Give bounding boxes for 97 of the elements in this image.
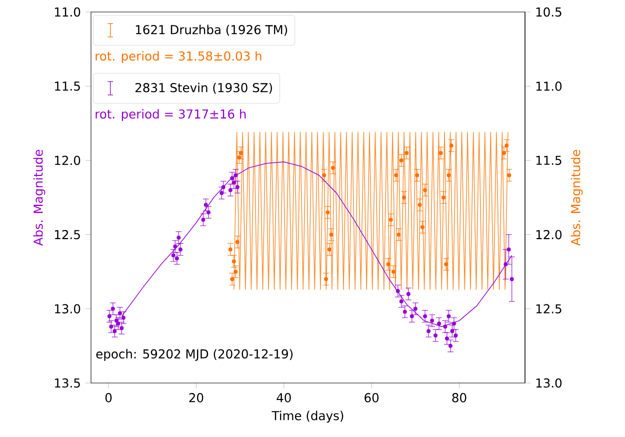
point bbox=[404, 150, 409, 155]
point bbox=[176, 236, 181, 240]
point bbox=[232, 180, 236, 185]
point bbox=[173, 244, 178, 248]
y-tick-label: 13.5 bbox=[54, 378, 80, 388]
point bbox=[324, 277, 328, 282]
point bbox=[237, 155, 242, 160]
point bbox=[502, 150, 506, 155]
point bbox=[438, 150, 443, 155]
point bbox=[391, 270, 396, 274]
point bbox=[444, 262, 448, 266]
point bbox=[232, 259, 236, 264]
point bbox=[396, 232, 401, 237]
point bbox=[402, 310, 407, 314]
point bbox=[426, 329, 431, 334]
point bbox=[444, 336, 449, 340]
point bbox=[330, 166, 335, 170]
point bbox=[230, 277, 234, 282]
legend-label: 1621 Druzhba (1926 TM) bbox=[136, 24, 288, 36]
point bbox=[235, 185, 240, 190]
point bbox=[434, 334, 438, 338]
annotation: epoch: 59202 MJD (2020-12-19) bbox=[96, 349, 293, 361]
point bbox=[322, 173, 326, 178]
legend-label: 2831 Stevin (1930 SZ) bbox=[136, 82, 272, 94]
point bbox=[118, 311, 122, 316]
point bbox=[235, 240, 240, 244]
point bbox=[449, 144, 454, 148]
point bbox=[504, 262, 508, 266]
point bbox=[448, 344, 452, 348]
point bbox=[394, 173, 398, 178]
point bbox=[388, 218, 393, 222]
point bbox=[201, 218, 206, 222]
point bbox=[220, 191, 224, 196]
point bbox=[329, 232, 334, 237]
point bbox=[507, 173, 512, 178]
y2-tick-label: 10.5 bbox=[536, 7, 562, 17]
y-axis-title: Abs. Magnitude bbox=[33, 150, 46, 246]
point bbox=[228, 247, 232, 252]
y-tick-label: 12.0 bbox=[54, 156, 80, 166]
x-axis-title: Time (days) bbox=[272, 410, 344, 423]
point bbox=[402, 196, 406, 200]
point bbox=[510, 277, 514, 282]
point bbox=[410, 314, 414, 318]
point bbox=[109, 324, 114, 329]
y2-tick-label: 11.5 bbox=[536, 156, 562, 165]
point bbox=[506, 247, 511, 252]
x-tick-label: 40 bbox=[276, 393, 291, 402]
point bbox=[204, 202, 208, 207]
y2-axis-title: Abs. Magnitude bbox=[570, 150, 583, 246]
y-tick-label: 13.0 bbox=[54, 304, 80, 314]
point bbox=[446, 173, 451, 178]
point bbox=[441, 196, 446, 200]
point bbox=[399, 158, 404, 162]
point bbox=[415, 173, 420, 178]
y2-tick-label: 11.0 bbox=[536, 82, 562, 91]
point bbox=[112, 329, 117, 334]
point bbox=[443, 324, 448, 329]
point bbox=[454, 334, 458, 338]
point bbox=[228, 188, 232, 192]
point bbox=[206, 210, 210, 214]
x-tick-label: 0 bbox=[105, 393, 112, 402]
point bbox=[178, 247, 182, 252]
x-tick-label: 60 bbox=[364, 393, 379, 402]
point bbox=[423, 314, 428, 318]
point bbox=[107, 314, 112, 318]
point bbox=[120, 326, 124, 330]
point bbox=[452, 322, 456, 326]
point bbox=[446, 314, 451, 318]
point bbox=[121, 316, 126, 320]
point bbox=[326, 210, 330, 214]
point bbox=[406, 292, 410, 296]
x-tick-label: 20 bbox=[189, 393, 204, 402]
point bbox=[418, 202, 422, 207]
y2-tick-label: 12.0 bbox=[536, 230, 562, 240]
point bbox=[110, 306, 115, 311]
point bbox=[450, 329, 454, 334]
point bbox=[413, 306, 418, 311]
point bbox=[238, 150, 243, 155]
y-tick-label: 12.5 bbox=[54, 230, 80, 240]
point bbox=[399, 299, 404, 304]
point bbox=[234, 270, 238, 274]
y2-tick-label: 13.0 bbox=[536, 378, 562, 388]
point bbox=[437, 322, 442, 326]
point bbox=[386, 262, 390, 266]
y-tick-label: 11.5 bbox=[54, 82, 80, 91]
point bbox=[221, 185, 226, 190]
point bbox=[396, 288, 400, 293]
point bbox=[504, 144, 509, 148]
y2-tick-label: 12.5 bbox=[536, 304, 562, 314]
point bbox=[420, 225, 424, 230]
point bbox=[423, 188, 428, 192]
annotation: rot. period = 31.58±0.03 h bbox=[96, 51, 262, 64]
point bbox=[430, 318, 434, 323]
x-tick-label: 80 bbox=[452, 393, 466, 402]
annotation: rot. period = 3717±16 h bbox=[96, 109, 246, 122]
y-tick-label: 11.0 bbox=[54, 7, 80, 17]
point bbox=[327, 247, 332, 252]
